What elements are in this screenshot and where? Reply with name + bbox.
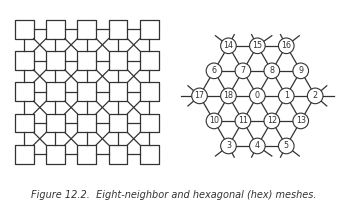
Circle shape [192, 88, 208, 104]
Text: 11: 11 [238, 116, 248, 125]
Circle shape [249, 138, 265, 154]
Text: 3: 3 [226, 141, 231, 151]
Circle shape [278, 88, 294, 104]
Text: 14: 14 [223, 41, 234, 50]
Text: 18: 18 [223, 91, 234, 100]
Text: 10: 10 [209, 116, 219, 125]
Circle shape [264, 113, 280, 129]
Text: 13: 13 [296, 116, 306, 125]
Circle shape [206, 63, 222, 79]
Text: 9: 9 [298, 66, 303, 75]
Text: 0: 0 [255, 91, 260, 100]
Circle shape [206, 113, 222, 129]
Circle shape [264, 63, 280, 79]
Text: 5: 5 [284, 141, 289, 151]
Circle shape [221, 138, 236, 154]
Text: 7: 7 [240, 66, 245, 75]
Circle shape [235, 113, 251, 129]
Circle shape [278, 138, 294, 154]
Circle shape [293, 63, 308, 79]
Text: 16: 16 [281, 41, 291, 50]
Circle shape [221, 88, 236, 104]
Text: 4: 4 [255, 141, 260, 151]
Circle shape [307, 88, 323, 104]
Circle shape [249, 88, 265, 104]
Text: 17: 17 [194, 91, 205, 100]
Circle shape [293, 113, 308, 129]
Text: 6: 6 [211, 66, 217, 75]
Circle shape [235, 63, 251, 79]
Circle shape [221, 38, 236, 54]
Text: 15: 15 [252, 41, 262, 50]
Text: Figure 12.2.  Eight-neighbor and hexagonal (hex) meshes.: Figure 12.2. Eight-neighbor and hexagona… [31, 190, 316, 200]
Text: 1: 1 [284, 91, 289, 100]
Text: 8: 8 [269, 66, 274, 75]
Circle shape [278, 38, 294, 54]
Text: 12: 12 [267, 116, 277, 125]
Text: 2: 2 [313, 91, 318, 100]
Circle shape [249, 38, 265, 54]
